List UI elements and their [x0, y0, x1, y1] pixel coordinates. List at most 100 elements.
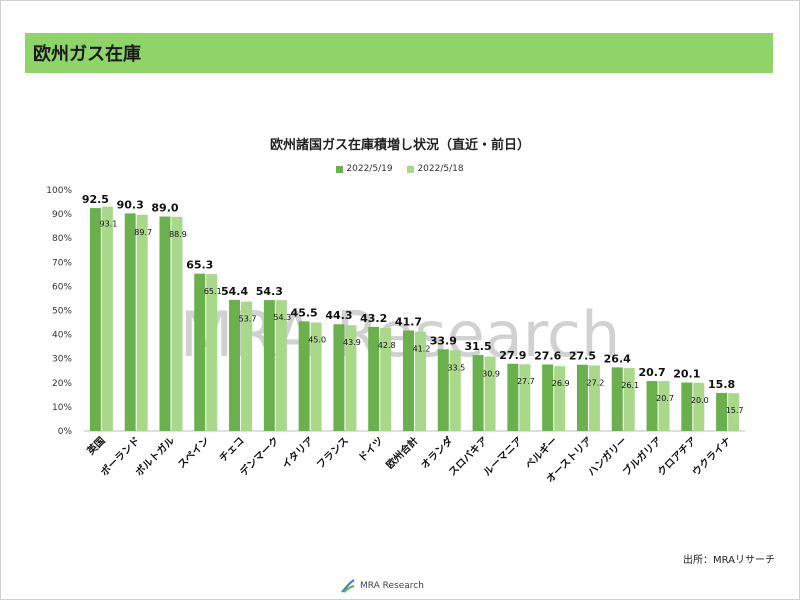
- data-label-latest: 20.7: [638, 366, 665, 379]
- bar-latest: [716, 392, 728, 431]
- y-tick-label: 20%: [52, 379, 72, 389]
- data-label-previous: 45.0: [308, 336, 326, 345]
- data-label-latest: 43.2: [360, 312, 387, 325]
- x-tick-label: イタリア: [280, 435, 316, 471]
- footer-logo-text: MRA Research: [360, 581, 424, 591]
- bar-previous: [519, 364, 531, 431]
- watermark-text: MRA Research: [180, 298, 621, 371]
- bar-previous: [658, 381, 670, 431]
- x-tick-label: 欧州合計: [383, 434, 420, 471]
- data-label-previous: 93.1: [99, 220, 117, 229]
- x-tick-label: スペイン: [176, 435, 212, 471]
- data-label-previous: 20.0: [691, 396, 709, 405]
- bar-previous: [484, 356, 496, 431]
- data-label-previous: 41.2: [413, 345, 431, 354]
- bar-latest: [263, 300, 275, 431]
- bar-previous: [728, 393, 740, 431]
- bar-previous: [623, 368, 635, 431]
- data-label-previous: 88.9: [169, 230, 187, 239]
- legend-item-series-1: 2022/5/19: [336, 164, 393, 174]
- bar-latest: [159, 216, 171, 431]
- bar-latest: [124, 213, 136, 431]
- data-label-previous: 65.1: [204, 287, 222, 296]
- data-label-latest: 27.9: [499, 349, 526, 362]
- data-label-latest: 44.3: [325, 309, 352, 322]
- data-label-previous: 26.1: [621, 381, 639, 390]
- data-label-latest: 27.6: [534, 349, 561, 362]
- bar-latest: [333, 324, 345, 431]
- bar-previous: [206, 274, 218, 431]
- bar-previous: [345, 325, 357, 431]
- data-label-previous: 20.7: [656, 394, 674, 403]
- data-label-latest: 31.5: [465, 340, 492, 353]
- data-label-previous: 26.9: [552, 379, 570, 388]
- y-tick-label: 60%: [52, 282, 72, 292]
- header-bar: 欧州ガス在庫: [25, 33, 773, 73]
- y-tick-label: 70%: [52, 258, 72, 268]
- bar-previous: [171, 216, 183, 431]
- bar-previous: [554, 366, 566, 431]
- x-tick-label: ベルギー: [522, 434, 559, 471]
- bar-latest: [542, 364, 554, 431]
- y-tick-label: 100%: [46, 186, 72, 196]
- legend-swatch-series-1: [336, 165, 344, 173]
- data-label-previous: 53.7: [239, 315, 257, 324]
- bar-latest: [507, 363, 519, 431]
- x-tick-label: チェコ: [217, 435, 247, 465]
- data-label-latest: 45.5: [291, 306, 318, 319]
- data-label-latest: 20.1: [673, 368, 700, 381]
- y-tick-label: 10%: [52, 403, 72, 413]
- data-label-latest: 89.0: [151, 202, 178, 215]
- mra-logo-icon: [341, 579, 355, 593]
- chart-title: 欧州諸国ガス在庫積増し状況（直近・前日）: [269, 138, 530, 153]
- data-label-latest: 27.5: [569, 350, 596, 363]
- page-title: 欧州ガス在庫: [33, 44, 141, 65]
- y-tick-label: 50%: [52, 307, 72, 317]
- bar-previous: [588, 365, 600, 431]
- data-label-previous: 33.5: [447, 363, 465, 372]
- data-label-previous: 30.9: [482, 370, 500, 379]
- data-label-previous: 42.8: [378, 341, 396, 350]
- y-tick-label: 30%: [52, 355, 72, 365]
- bar-latest: [229, 299, 241, 431]
- bar-latest: [646, 381, 658, 431]
- data-label-latest: 90.3: [117, 198, 144, 211]
- bar-previous: [241, 301, 253, 431]
- bar-latest: [472, 355, 484, 431]
- data-label-previous: 89.7: [134, 228, 152, 237]
- footer-logo: MRA Research: [340, 578, 424, 594]
- data-label-previous: 27.2: [587, 378, 605, 387]
- data-label-latest: 54.3: [256, 285, 283, 298]
- x-tick-label: オランダ: [418, 434, 455, 471]
- legend-label-series-2: 2022/5/18: [417, 164, 464, 174]
- data-label-latest: 65.3: [186, 259, 213, 272]
- data-label-latest: 54.4: [221, 285, 248, 298]
- bar-latest: [611, 367, 623, 431]
- bar-latest: [298, 321, 310, 431]
- y-tick-label: 0%: [58, 427, 73, 437]
- bar-latest: [194, 273, 206, 431]
- bar-latest: [437, 349, 449, 431]
- x-tick-label: フランス: [314, 435, 351, 472]
- data-label-previous: 54.3: [273, 313, 291, 322]
- data-label-latest: 15.8: [708, 378, 735, 391]
- data-label-previous: 27.7: [517, 377, 535, 386]
- x-tick-label: 英国: [83, 434, 107, 458]
- y-tick-label: 40%: [52, 331, 72, 341]
- data-label-previous: 43.9: [343, 338, 361, 347]
- data-label-previous: 15.7: [726, 406, 744, 415]
- legend-label-series-1: 2022/5/19: [346, 164, 393, 174]
- bar-latest: [368, 326, 380, 431]
- legend-swatch-series-2: [407, 165, 415, 173]
- bar-previous: [415, 331, 426, 431]
- legend-item-series-2: 2022/5/18: [407, 164, 464, 174]
- y-tick-label: 80%: [52, 234, 72, 244]
- bar-latest: [576, 364, 588, 431]
- bar-latest: [89, 208, 101, 431]
- bar-previous: [101, 206, 113, 431]
- bar-latest: [681, 382, 693, 431]
- chart-legend: 2022/5/19 2022/5/18: [0, 164, 800, 176]
- data-label-latest: 33.9: [430, 334, 457, 347]
- data-label-latest: 26.4: [604, 352, 631, 365]
